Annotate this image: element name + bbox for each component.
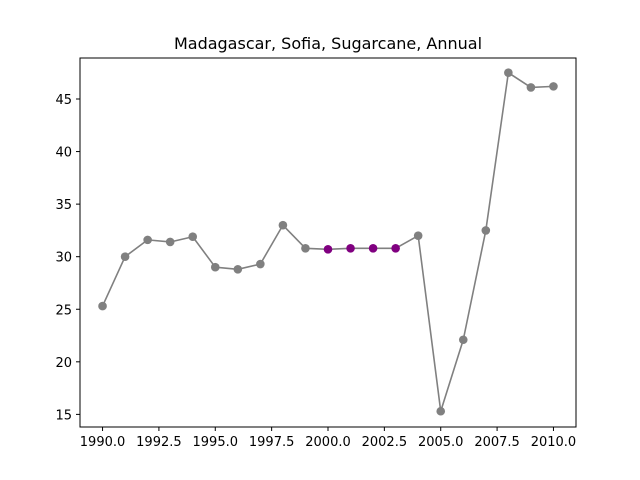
x-tick-label: 2005.0 [418,435,464,450]
y-tick-label: 30 [55,251,72,266]
x-axis: 1990.0 1992.5 1995.0 1997.5 2000.0 2002.5 2005… [80,427,576,450]
x-tick-label: 1990.0 [80,435,126,450]
x-tick-label: 1995.0 [193,435,239,450]
data-point [120,252,130,261]
data-point [549,82,558,91]
data-point [210,262,220,272]
x-tick-label: 1992.5 [136,435,182,450]
highlighted-data-point [368,243,378,253]
data-point [436,406,446,416]
x-tick-label: 2000.0 [305,435,351,450]
chart-title: Madagascar, Sofia, Sugarcane, Annual [174,34,482,53]
y-tick-label: 15 [55,408,72,423]
data-point [233,265,243,274]
data-point [504,68,513,78]
y-tick-label: 25 [55,303,72,318]
x-tick-label: 2007.5 [474,435,520,450]
data-point [526,83,536,92]
data-point [188,232,198,242]
data-point [481,226,491,235]
series-layer [98,68,558,416]
y-tick-label: 35 [55,198,72,213]
data-point [98,301,107,311]
highlighted-data-point [391,243,400,253]
plot-frame [79,57,577,428]
y-axis: 15 20 25 30 35 40 45 [55,93,80,423]
x-tick-label: 2002.5 [362,435,408,450]
data-point [413,231,423,240]
x-tick-label: 1997.5 [249,435,295,450]
y-tick-label: 20 [55,356,72,371]
x-tick-label: 2010.0 [531,435,577,450]
data-point [143,235,152,245]
highlighted-data-point [346,243,355,253]
data-point [256,259,265,269]
highlighted-data-point [323,245,333,254]
y-tick-label: 45 [55,93,72,108]
y-tick-label: 40 [55,146,72,161]
data-point [278,220,288,230]
data-point [165,237,175,247]
data-point [301,243,310,253]
data-point [458,335,468,345]
